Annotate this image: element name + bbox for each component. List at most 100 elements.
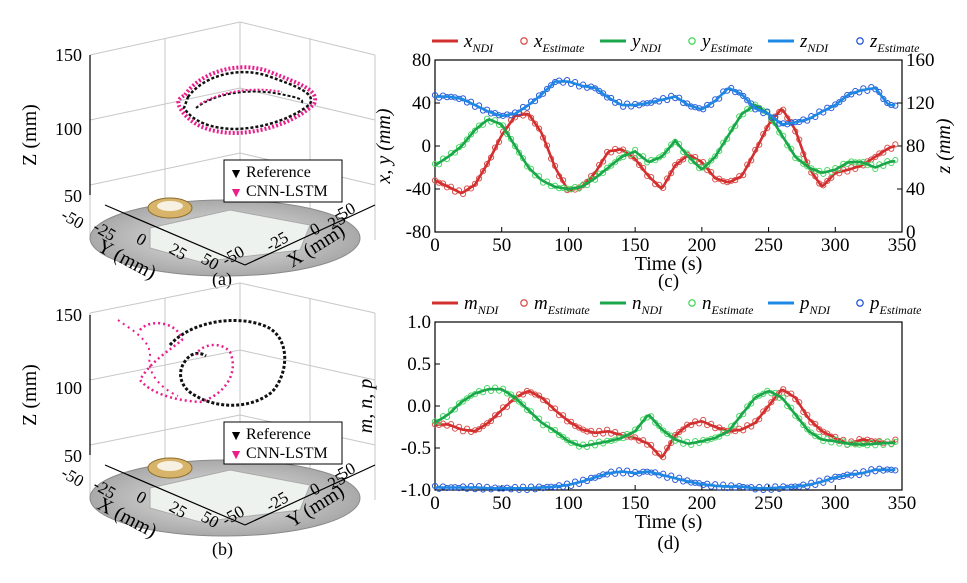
chart-c-legend-label-4: zNDI (799, 31, 829, 55)
z-tick-a-50: 50 (64, 186, 82, 206)
legend-b-cnn-marker: ▼ (229, 448, 243, 463)
chart-c-y-tick-label-0: -80 (406, 222, 431, 243)
trajectory-a-reference (182, 70, 313, 131)
legend-a-reference: Reference (246, 164, 311, 181)
chart-d-y-tick-label-3: -0.5 (401, 438, 431, 459)
chart-c-y2-tick-label-1: 40 (906, 179, 925, 200)
chart-d-n-estimate-point-112 (656, 423, 663, 430)
z-tick-a-100: 100 (55, 119, 82, 139)
chart-c-panel-label: (c) (658, 271, 679, 292)
chart-d-x-tick-label-7: 350 (888, 493, 917, 514)
chart-c-z-estimate-point-156 (744, 97, 751, 104)
chart-d-x-tick-label-6: 300 (821, 493, 850, 514)
panel-a: 150 100 50 Z (mm) -50 -25 0 25 50 Y (mm)… (19, 21, 376, 290)
trajectory-b-cnn-lstm-2 (117, 319, 179, 397)
chart-c-x-estimate-point-196 (824, 177, 831, 185)
trajectory-b-cnn-lstm (138, 321, 235, 404)
chart-d-n-estimate-point-42 (515, 398, 523, 405)
chart-c-y-tick-label-3: 40 (412, 93, 431, 114)
legend-a: ▼ ▼ Reference CNN-LSTM (223, 159, 343, 203)
chart-d-y-axis-label: m, n, p (355, 379, 377, 433)
legend-a-cnn-marker: ▼ (229, 186, 243, 201)
chart-c-x-tick-label-6: 300 (821, 235, 850, 256)
chart-c-legend-label-0: xNDI (463, 31, 494, 55)
chart-d-n-estimate-point-114 (660, 427, 667, 434)
panel-label-b: (b) (212, 539, 233, 560)
chart-d-legend-label-1: mEstimate (534, 293, 590, 317)
chart-c-y2-tick-label-4: 160 (906, 50, 935, 71)
chart-d-legend-label-4: pNDI (798, 293, 831, 317)
chart-c-y-estimate-point-114 (660, 152, 667, 159)
chart-c-y-ndi-line (434, 103, 896, 191)
chart-c-x-estimate-point-20 (471, 180, 479, 187)
y-axis-a (104, 204, 246, 266)
chart-d-n-estimate-point-40 (511, 394, 519, 401)
chart-c-z-estimate-point-154 (740, 92, 747, 100)
chart-c-z-estimate-point-204 (840, 95, 847, 102)
legend-a-ref-marker: ▼ (229, 167, 243, 182)
chart-d-legend-swatch-marker-1 (520, 299, 528, 307)
chart-d-legend-swatch-marker-3 (688, 299, 696, 307)
legend-a-cnn-lstm: CNN-LSTM (246, 183, 328, 200)
chart-d-n-ndi-line (434, 387, 896, 448)
chart-c-y-axis-label: x, y (mm) (373, 108, 395, 184)
chart-c-z-estimate-point-56 (543, 85, 551, 93)
chart-d-m-estimate-point-24 (479, 422, 487, 430)
chart-c-x-tick-label-3: 150 (621, 235, 650, 256)
chart-c-x-tick-label-4: 200 (688, 235, 717, 256)
chart-d-x-tick-label-1: 50 (492, 493, 511, 514)
chart-d-x-tick-label-4: 200 (688, 493, 717, 514)
chart-d-m-ndi-line (435, 388, 896, 460)
chart-d-n-estimate-point-44 (519, 401, 527, 408)
chart-d-legend-label-3: nEstimate (702, 293, 754, 317)
chart-c-y-estimate-point-14 (459, 141, 467, 149)
chart-d-x-tick-label-5: 250 (754, 493, 783, 514)
chart-d-m-estimate-point-168 (768, 399, 775, 406)
chart-c-x-tick-label-2: 100 (554, 235, 583, 256)
chart-c-z-estimate-point-202 (836, 99, 843, 106)
chart-d-x-axis-label: Time (s) (635, 511, 703, 533)
y-tick-b-neg50: -50 (58, 463, 87, 491)
panel-c-chart: 0 50 100 150 200 250 300 350 Time (s) -80 -40 0 40 80… (373, 31, 955, 292)
instrument-base-a (89, 197, 361, 277)
chart-d-n-estimate-point-186 (804, 426, 811, 433)
chart-d-y-tick-label-4: -1.0 (401, 480, 431, 501)
y-axis-b (104, 464, 246, 526)
chart-d-y-tick-label-1: 0.5 (407, 354, 431, 375)
z-axis-label-b: Z (mm) (19, 364, 41, 426)
legend-b-ref-marker: ▼ (229, 429, 243, 444)
chart-d-y-tick-label-0: 1.0 (407, 312, 431, 333)
panel-d-chart: 0 50 100 150 200 250 300 350 Time (s) 1.0 0.5 0.0 -0… (355, 293, 922, 554)
z-tick-b-50: 50 (64, 446, 82, 466)
chart-c-y-estimate-point-140 (712, 153, 719, 160)
chart-d-x-tick-label-0: 0 (430, 493, 440, 514)
chart-c-y2-tick-label-0: 0 (906, 222, 916, 243)
z-tick-a-150: 150 (55, 45, 82, 65)
chart-c-z-estimate-point-58 (547, 82, 555, 89)
chart-c-legend-label-2: yNDI (630, 31, 662, 55)
x-axis-b (244, 464, 376, 526)
chart-d-p-ndi-line (435, 468, 896, 490)
chart-c-x-tick-label-1: 50 (492, 235, 511, 256)
chart-d-x-tick-label-3: 150 (621, 493, 650, 514)
chart-c-y-estimate-point-88 (608, 162, 615, 169)
chart-c-y-estimate-point-18 (467, 131, 475, 138)
chart-c-legend-swatch-marker-5 (856, 37, 864, 45)
chart-c-y-estimate-point-16 (463, 136, 471, 143)
chart-c-x-tick-label-0: 0 (430, 235, 440, 256)
y-tick-a-neg50: -50 (58, 205, 87, 233)
chart-c-x-estimate-point-24 (479, 167, 487, 175)
legend-b-reference: Reference (246, 426, 311, 443)
chart-c-y-estimate-point-138 (708, 157, 715, 164)
chart-d-legend-label-2: nNDI (632, 293, 663, 317)
chart-c-x-axis-label: Time (s) (635, 253, 703, 275)
chart-c-y2-tick-label-2: 80 (906, 136, 925, 157)
trajectory-a-cnn-lstm (176, 65, 318, 136)
trajectory-b-reference (168, 319, 287, 407)
chart-c-y-tick-label-1: -40 (406, 179, 431, 200)
chart-c-y2-tick-label-3: 120 (906, 93, 935, 114)
chart-c-y-estimate-point-194 (820, 170, 827, 177)
panel-label-a: (a) (212, 269, 232, 290)
chart-c-x-tick-label-5: 250 (754, 235, 783, 256)
